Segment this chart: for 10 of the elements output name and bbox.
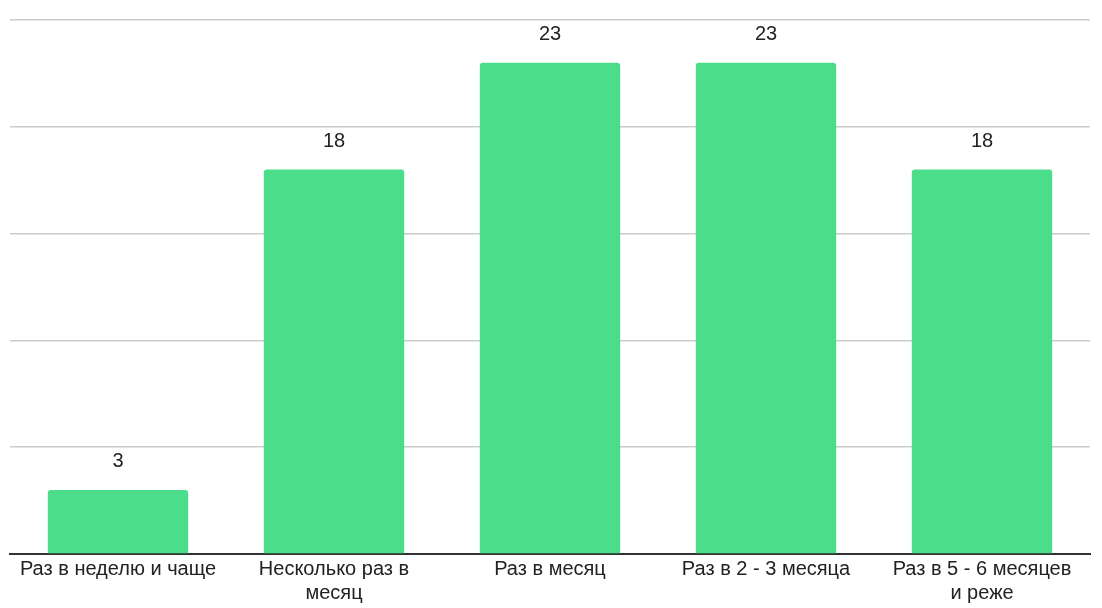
x-tick-label: Раз в 5 - 6 месяцев и реже [892, 556, 1072, 603]
data-label: 23 [754, 22, 778, 45]
data-label: 18 [322, 129, 346, 152]
data-label: 3 [112, 449, 124, 472]
x-tick-label: Раз в месяц [494, 556, 606, 579]
x-tick-label: Раз в 2 - 3 месяца [681, 556, 852, 579]
x-tick-label: Несколько раз в месяц [258, 556, 410, 603]
data-label: 18 [970, 129, 994, 152]
data-label: 23 [538, 22, 562, 45]
x-tick-label: Раз в неделю и чаще [19, 556, 217, 579]
